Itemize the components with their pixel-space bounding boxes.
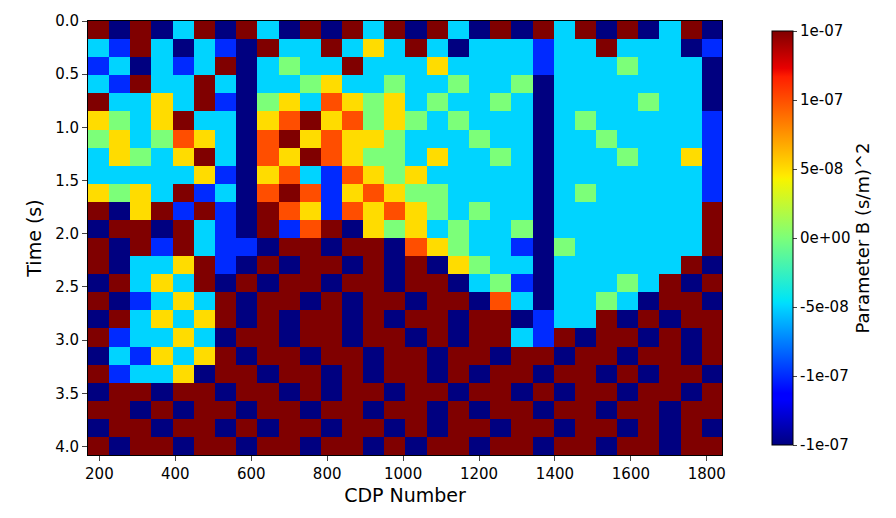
svg-text:1e-07: 1e-07 bbox=[800, 91, 843, 109]
svg-text:2.5: 2.5 bbox=[55, 278, 79, 296]
svg-text:Parameter B (s/m)^2: Parameter B (s/m)^2 bbox=[852, 143, 873, 334]
svg-text:3.0: 3.0 bbox=[55, 331, 79, 349]
svg-text:800: 800 bbox=[313, 465, 342, 483]
svg-text:-5e-08: -5e-08 bbox=[800, 298, 849, 316]
svg-text:4.0: 4.0 bbox=[55, 438, 79, 456]
svg-text:200: 200 bbox=[85, 465, 114, 483]
svg-text:1600: 1600 bbox=[612, 465, 650, 483]
svg-text:1200: 1200 bbox=[460, 465, 498, 483]
svg-text:1000: 1000 bbox=[384, 465, 422, 483]
svg-text:Time (s): Time (s) bbox=[23, 199, 45, 277]
svg-text:0.5: 0.5 bbox=[55, 65, 79, 83]
svg-text:1400: 1400 bbox=[536, 465, 574, 483]
svg-text:1e-07: 1e-07 bbox=[800, 22, 843, 40]
svg-text:1800: 1800 bbox=[688, 465, 726, 483]
svg-text:0e+00: 0e+00 bbox=[800, 229, 850, 247]
svg-text:0.0: 0.0 bbox=[55, 12, 79, 30]
svg-text:-1e-07: -1e-07 bbox=[800, 436, 849, 454]
svg-text:600: 600 bbox=[237, 465, 266, 483]
svg-text:3.5: 3.5 bbox=[55, 385, 79, 403]
svg-text:2.0: 2.0 bbox=[55, 225, 79, 243]
svg-text:CDP Number: CDP Number bbox=[344, 484, 466, 506]
svg-text:5e-08: 5e-08 bbox=[800, 160, 843, 178]
svg-text:400: 400 bbox=[161, 465, 190, 483]
svg-text:1.0: 1.0 bbox=[55, 119, 79, 137]
svg-text:1.5: 1.5 bbox=[55, 172, 79, 190]
svg-text:-1e-07: -1e-07 bbox=[800, 367, 849, 385]
